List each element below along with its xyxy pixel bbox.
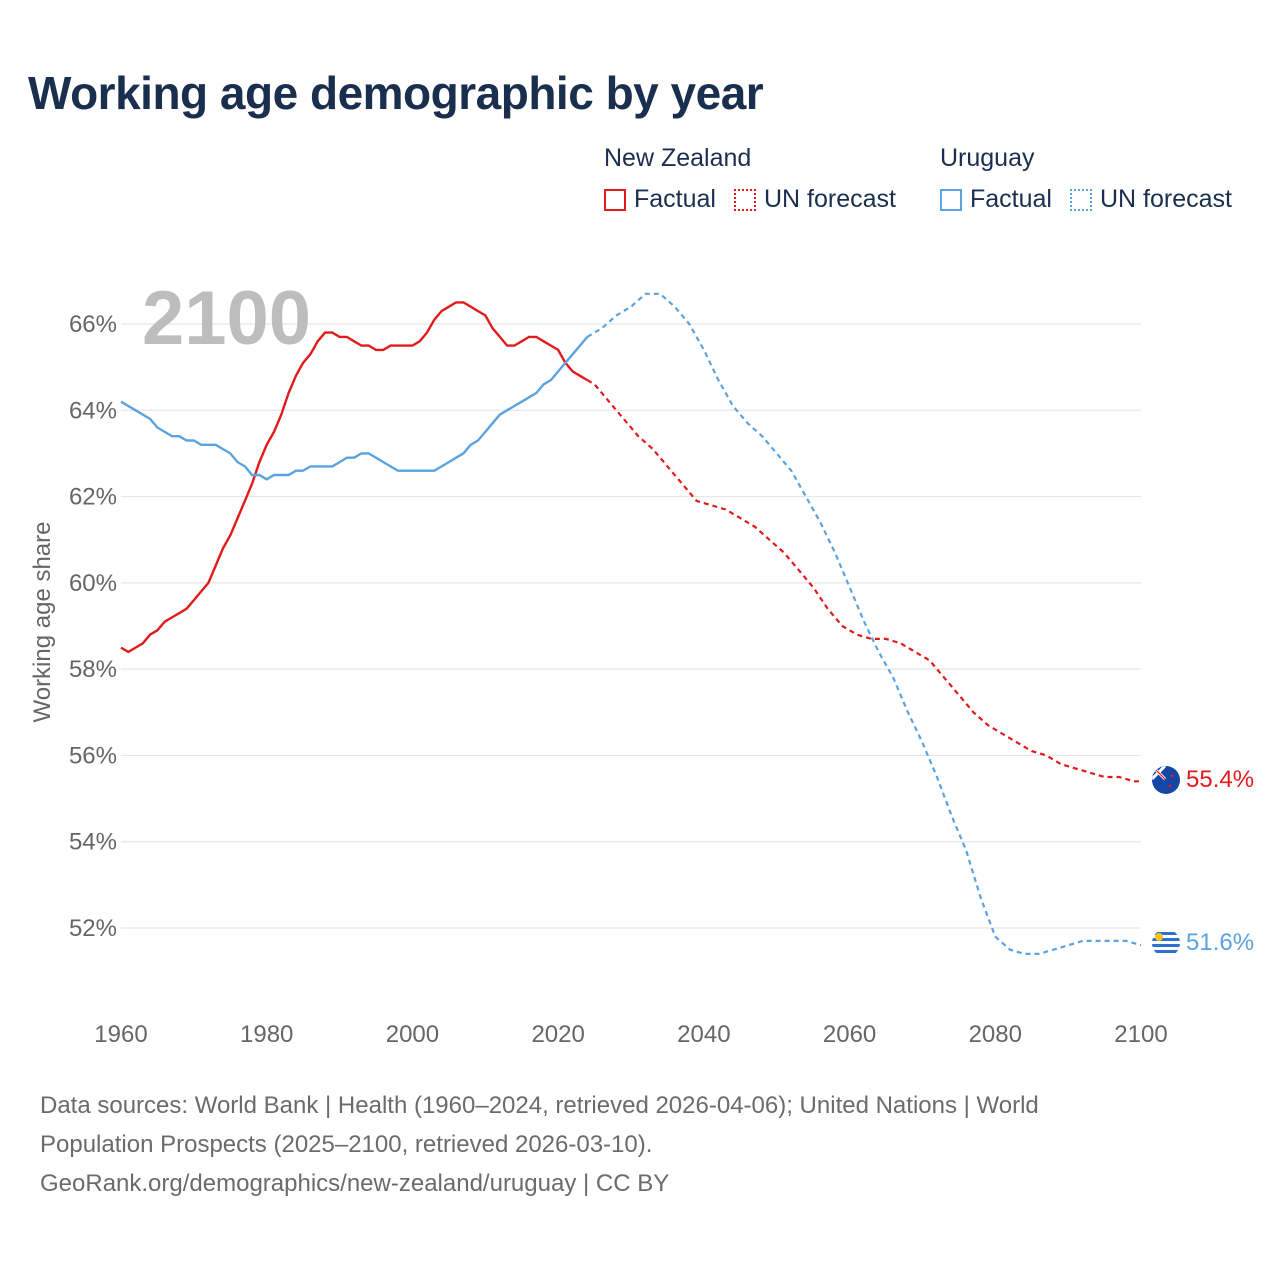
legend-label: UN forecast [1099,185,1232,213]
legend-item-nz-factual[interactable]: Factual [604,185,716,214]
year-watermark: 2100 [142,276,311,361]
uruguay-flag-icon [1152,929,1180,957]
y-tick-label: 58% [69,656,117,683]
legend-item-uy-forecast[interactable]: UN forecast [1069,185,1232,214]
y-axis-label: Working age share [29,522,56,723]
legend-swatch-nz-factual [604,188,626,211]
y-tick-label: 56% [69,742,117,769]
legend-label: Factual [970,185,1052,213]
x-axis-ticks: 1960 1980 2000 2020 2040 2060 2080 2100 [94,1021,1167,1048]
chart-title: Working age demographic by year [28,67,764,119]
x-tick-label: 2060 [823,1021,876,1048]
series-line-new-zealand-forecast [586,379,1141,783]
footer-line: Data sources: World Bank | Health (1960–… [40,1092,1039,1119]
legend-group-new-zealand: New Zealand Factual UN forecast [604,144,896,214]
new-zealand-flag-icon [1152,766,1180,794]
x-tick-label: 1980 [240,1021,293,1048]
legend-group-uruguay: Uruguay Factual UN forecast [940,144,1232,214]
gridlines [121,323,1141,929]
series-lines [120,292,1142,956]
x-tick-label: 1960 [94,1021,147,1048]
y-tick-label: 52% [69,915,117,942]
y-axis-ticks: 52% 54% 56% 58% 60% 62% 64% 66% [69,311,117,942]
x-tick-label: 2100 [1114,1021,1167,1048]
end-label-new-zealand: 55.4% [1186,766,1254,793]
y-tick-label: 60% [69,570,117,597]
series-line-new-zealand-factual [120,301,588,654]
legend-swatch-uy-forecast [1069,188,1092,211]
legend-label: UN forecast [763,185,896,213]
legend-label: Factual [634,185,716,213]
legend-swatch-uy-factual [940,188,962,211]
legend-group-name: New Zealand [604,144,752,172]
legend-group-name: Uruguay [940,144,1035,172]
line-chart: 2100 Working age share 52% 54% 56% 58% 60% 62… [29,276,1254,1048]
y-tick-label: 54% [69,829,117,856]
y-tick-label: 66% [69,311,117,338]
y-tick-label: 62% [69,484,117,511]
x-tick-label: 2000 [386,1021,439,1048]
end-label-uruguay: 51.6% [1186,929,1254,956]
series-line-uruguay-forecast [586,292,1142,956]
x-tick-label: 2040 [677,1021,730,1048]
legend-item-nz-forecast[interactable]: UN forecast [733,185,896,214]
x-tick-label: 2020 [531,1021,584,1048]
footer-line[interactable]: GeoRank.org/demographics/new-zealand/uru… [40,1170,670,1197]
x-tick-label: 2080 [969,1021,1022,1048]
data-sources-footer: Data sources: World Bank | Health (1960–… [40,1086,1220,1203]
footer-line: Population Prospects (2025–2100, retriev… [40,1131,653,1158]
legend-swatch-nz-forecast [733,188,756,211]
y-tick-label: 64% [69,397,117,424]
legend-item-uy-factual[interactable]: Factual [940,185,1052,214]
series-line-uruguay-factual [120,336,589,481]
